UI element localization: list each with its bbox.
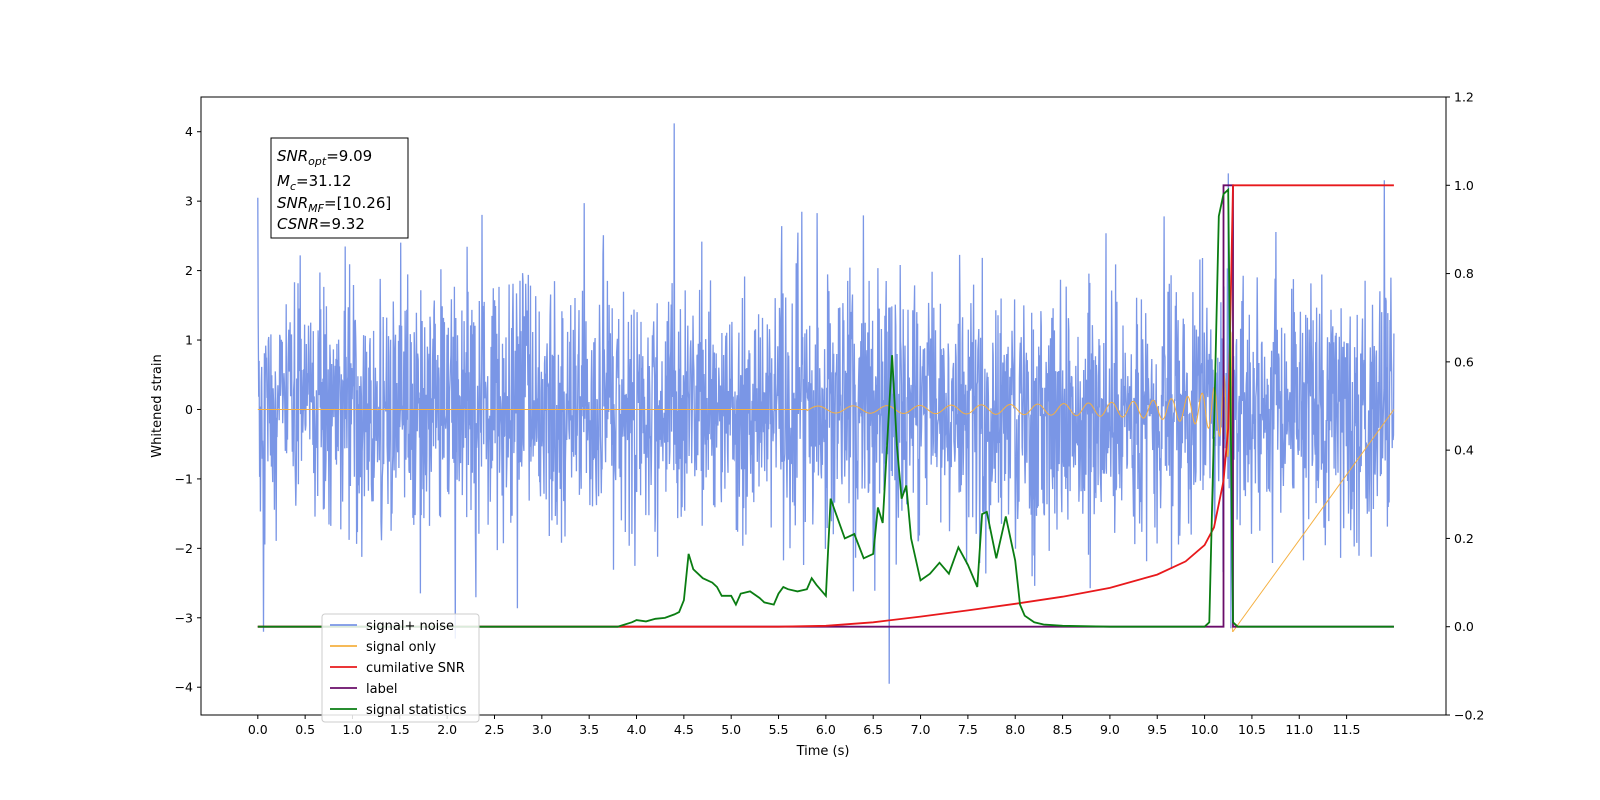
y-right-tick-label: 1.2 [1454, 90, 1474, 105]
legend-item-cumulative-snr: cumilative SNR [330, 661, 465, 676]
x-tick-label: 8.0 [1005, 722, 1025, 737]
y-left-tick-label: 2 [185, 263, 193, 278]
x-tick-label: 1.0 [343, 722, 363, 737]
signal-noise-line [257, 123, 1395, 684]
y-left-tick-label: −3 [175, 610, 193, 625]
x-tick-label: 10.0 [1191, 722, 1219, 737]
x-tick-label: 3.5 [579, 722, 599, 737]
x-tick-label: 3.0 [532, 722, 552, 737]
cumulative-snr-line [257, 184, 1394, 628]
x-axis-label: Time (s) [796, 744, 850, 759]
y-right-tick-label: 0.2 [1454, 531, 1474, 546]
svg-text:signal+ noise: signal+ noise [366, 619, 454, 634]
info-snr-opt: SNRopt=9.09 [277, 147, 372, 168]
legend-item-label: label [330, 682, 397, 697]
y-left-tick-label: 0 [185, 402, 193, 417]
x-tick-label: 11.5 [1333, 722, 1361, 737]
y-axis-left-label: Whitened strain [150, 354, 165, 457]
y-left-tick-label: 1 [185, 333, 193, 348]
x-tick-label: 7.0 [911, 722, 931, 737]
y-left-tick-label: −2 [175, 541, 193, 556]
x-tick-label: 2.5 [485, 722, 505, 737]
x-tick-label: 5.5 [769, 722, 789, 737]
x-tick-label: 9.5 [1147, 722, 1167, 737]
info-mc: Mc=31.12 [277, 172, 352, 193]
series-layer [257, 123, 1395, 684]
info-box: SNRopt=9.09 Mc=31.12 SNRMF=[10.26] CSNR=… [270, 137, 409, 239]
info-snr-mf: SNRMF=[10.26] [277, 194, 391, 215]
info-csnr: CSNR=9.32 [277, 215, 365, 233]
x-axis-ticks: 0.0 0.5 1.0 1.5 2.0 2.5 3.0 3.5 4.0 4.5 5.0 5.5 6.0 6… [248, 715, 1361, 737]
x-tick-label: 6.0 [816, 722, 836, 737]
y-axis-right-ticks: 1.2 1.0 0.8 0.6 0.4 0.2 0.0 −0.2 [1446, 90, 1484, 723]
x-tick-label: 9.0 [1100, 722, 1120, 737]
x-tick-label: 11.0 [1285, 722, 1313, 737]
legend-item-signal-noise: signal+ noise [330, 619, 454, 634]
plot-frame [200, 96, 1447, 716]
x-tick-label: 4.0 [627, 722, 647, 737]
x-tick-label: 10.5 [1238, 722, 1266, 737]
svg-text:label: label [366, 682, 397, 697]
svg-text:signal statistics: signal statistics [366, 703, 467, 718]
x-tick-label: 7.5 [958, 722, 978, 737]
legend: signal+ noise signal only cumilative SNR… [321, 613, 480, 723]
x-tick-label: 0.5 [295, 722, 315, 737]
y-right-tick-label: −0.2 [1454, 708, 1484, 723]
y-left-tick-label: −1 [175, 471, 193, 486]
legend-item-signal-only: signal only [330, 640, 436, 655]
y-left-tick-label: 4 [185, 124, 193, 139]
x-tick-label: 2.0 [437, 722, 457, 737]
legend-item-signal-statistics: signal statistics [330, 703, 467, 718]
y-right-tick-label: 1.0 [1454, 178, 1474, 193]
y-axis-left-ticks: 4 3 2 1 0 −1 −2 −3 −4 [175, 124, 201, 695]
x-tick-label: 0.0 [248, 722, 268, 737]
x-tick-label: 6.5 [863, 722, 883, 737]
x-tick-label: 5.0 [721, 722, 741, 737]
signal-only-line [257, 331, 1395, 633]
y-left-tick-label: −4 [175, 680, 193, 695]
y-right-tick-label: 0.8 [1454, 266, 1474, 281]
y-right-tick-label: 0.4 [1454, 443, 1474, 458]
x-tick-label: 8.5 [1053, 722, 1073, 737]
x-tick-label: 1.5 [390, 722, 410, 737]
x-tick-label: 4.5 [674, 722, 694, 737]
y-right-tick-label: 0.6 [1454, 354, 1474, 369]
svg-text:signal only: signal only [366, 640, 436, 655]
y-right-tick-label: 0.0 [1454, 619, 1474, 634]
y-left-tick-label: 3 [185, 194, 193, 209]
svg-text:cumilative SNR: cumilative SNR [366, 661, 465, 676]
signal-statistics-line [257, 187, 1394, 628]
